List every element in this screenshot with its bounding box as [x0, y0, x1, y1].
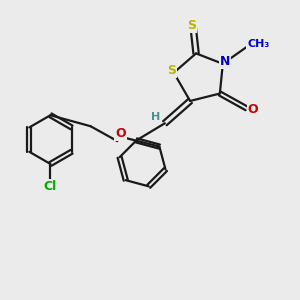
- Text: S: S: [167, 64, 176, 77]
- Text: S: S: [187, 19, 196, 32]
- Text: N: N: [220, 55, 230, 68]
- Text: CH₃: CH₃: [248, 40, 270, 50]
- Text: H: H: [151, 112, 160, 122]
- Text: Cl: Cl: [44, 180, 57, 193]
- Text: O: O: [115, 127, 126, 140]
- Text: O: O: [248, 103, 258, 116]
